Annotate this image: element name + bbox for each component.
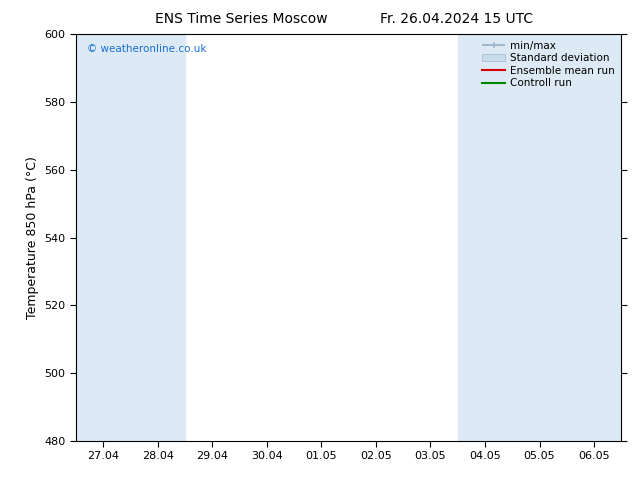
Bar: [76, 34, 131, 441]
Text: ENS Time Series Moscow: ENS Time Series Moscow: [155, 12, 327, 26]
Bar: [567, 34, 621, 441]
Bar: [458, 34, 512, 441]
Legend: min/max, Standard deviation, Ensemble mean run, Controll run: min/max, Standard deviation, Ensemble me…: [479, 37, 618, 92]
Bar: [131, 34, 185, 441]
Text: Fr. 26.04.2024 15 UTC: Fr. 26.04.2024 15 UTC: [380, 12, 533, 26]
Bar: [512, 34, 567, 441]
Y-axis label: Temperature 850 hPa (°C): Temperature 850 hPa (°C): [26, 156, 39, 319]
Text: © weatheronline.co.uk: © weatheronline.co.uk: [87, 45, 207, 54]
